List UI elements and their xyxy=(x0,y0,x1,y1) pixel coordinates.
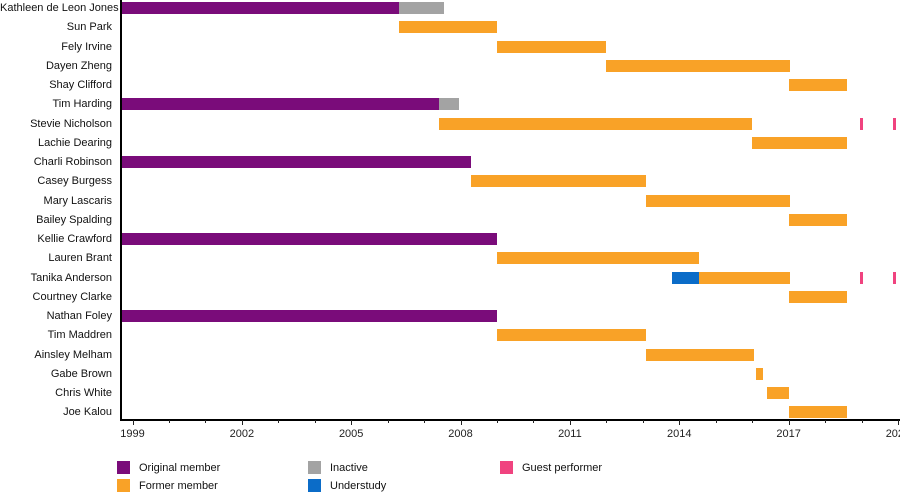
timeline-bar-former xyxy=(788,79,847,92)
x-axis-minor-tick xyxy=(387,420,389,423)
x-axis-major-tick xyxy=(897,420,899,425)
x-axis-year-label: 1999 xyxy=(120,428,145,440)
x-axis-line xyxy=(120,419,900,421)
member-label: Kellie Crawford xyxy=(37,233,112,246)
x-axis-year-label: 2011 xyxy=(558,428,582,440)
member-label: Stevie Nicholson xyxy=(30,117,112,130)
timeline-bar-former xyxy=(398,21,497,34)
member-label: Gabe Brown xyxy=(50,367,112,380)
y-axis-line xyxy=(120,0,122,420)
legend-item-former: Former member xyxy=(117,479,218,492)
member-label: Courtney Clarke xyxy=(32,290,112,303)
legend-item-understudy: Understudy xyxy=(308,479,386,492)
timeline-bar-original xyxy=(121,156,472,169)
member-label: Ainsley Melham xyxy=(34,348,112,361)
member-label: Lachie Dearing xyxy=(38,136,112,149)
timeline-bar-former xyxy=(788,213,847,226)
timeline-bar-former xyxy=(497,40,607,53)
member-label: Casey Burgess xyxy=(37,175,112,188)
member-label: Tim Harding xyxy=(52,98,113,111)
member-label: Shay Clifford xyxy=(49,79,112,92)
member-label: Sun Park xyxy=(66,21,112,34)
x-axis-year-label: 2005 xyxy=(338,428,364,440)
x-axis-major-tick xyxy=(569,420,571,425)
timeline-bar-inactive xyxy=(398,2,445,14)
guest-performance-marker xyxy=(892,117,896,130)
x-axis-major-tick xyxy=(460,420,462,425)
inactive-swatch xyxy=(308,461,321,474)
x-axis-major-tick xyxy=(351,420,353,425)
x-axis-minor-tick xyxy=(424,420,426,423)
guest-performer-swatch xyxy=(500,461,513,474)
legend-item-original: Original member xyxy=(117,461,220,474)
timeline-bar-former xyxy=(497,329,647,342)
timeline-bar-former xyxy=(766,387,789,400)
member-label: Bailey Spalding xyxy=(36,213,112,226)
timeline-bar-former xyxy=(606,59,791,72)
member-label: Chris White xyxy=(55,387,112,400)
x-axis-year-label: 2008 xyxy=(448,428,473,440)
x-axis-minor-tick xyxy=(606,420,608,423)
guest-performance-marker xyxy=(860,271,863,284)
timeline-bar-former xyxy=(788,290,847,303)
original-member-swatch xyxy=(117,461,130,474)
x-axis-minor-tick xyxy=(205,420,207,423)
x-axis-year-label: 2014 xyxy=(667,428,692,440)
x-axis-major-tick xyxy=(788,420,790,425)
x-axis-year-label: 2002 xyxy=(229,428,255,440)
member-label: Nathan Foley xyxy=(46,310,112,323)
timeline-bar-former xyxy=(699,271,791,284)
x-axis-minor-tick xyxy=(168,420,170,423)
guest-performance-marker xyxy=(892,271,896,284)
guest-performance-marker xyxy=(860,117,863,130)
x-axis-year-label: 2020 xyxy=(885,428,900,440)
x-axis-minor-tick xyxy=(752,420,754,423)
x-axis-year-label: 2017 xyxy=(776,428,801,440)
former-member-swatch xyxy=(117,479,130,492)
timeline-bar-former xyxy=(788,406,847,419)
x-axis-major-tick xyxy=(241,420,243,425)
timeline-bar-former xyxy=(755,367,764,380)
timeline-bar-original xyxy=(121,98,439,111)
x-axis-minor-tick xyxy=(825,420,827,423)
timeline-bar-former xyxy=(646,194,791,207)
timeline-bar-understudy xyxy=(671,271,700,284)
timeline-bar-original xyxy=(121,2,399,14)
legend-label: Guest performer xyxy=(522,461,603,474)
x-axis-minor-tick xyxy=(642,420,644,423)
legend-label: Former member xyxy=(139,479,218,492)
timeline-bar-former xyxy=(438,117,753,130)
member-label: Tim Maddren xyxy=(47,329,112,342)
timeline-bar-former xyxy=(646,348,754,361)
member-label: Kathleen de Leon Jones xyxy=(0,2,119,14)
member-label: Dayen Zheng xyxy=(45,59,112,72)
member-label: Charli Robinson xyxy=(33,156,112,169)
timeline-bar-original xyxy=(121,310,497,323)
legend-item-inactive: Inactive xyxy=(308,461,368,474)
timeline-bar-original xyxy=(121,233,497,246)
x-axis-minor-tick xyxy=(278,420,280,423)
x-axis-major-tick xyxy=(679,420,681,425)
member-label: Mary Lascaris xyxy=(43,194,112,207)
x-axis-minor-tick xyxy=(533,420,535,423)
member-label: Joe Kalou xyxy=(63,406,112,419)
timeline-bar-former xyxy=(471,175,647,188)
legend-label: Understudy xyxy=(330,479,387,492)
x-axis-minor-tick xyxy=(497,420,498,423)
x-axis-major-tick xyxy=(132,420,134,425)
x-axis-minor-tick xyxy=(314,420,316,423)
legend-label: Original member xyxy=(139,461,221,474)
x-axis-minor-tick xyxy=(715,420,717,423)
understudy-swatch xyxy=(308,479,321,492)
timeline-bar-former xyxy=(752,136,847,149)
member-label: Lauren Brant xyxy=(48,252,112,265)
x-axis-minor-tick xyxy=(861,420,863,423)
member-label: Fely Irvine xyxy=(61,40,112,53)
legend-label: Inactive xyxy=(330,461,368,474)
member-label: Tanika Anderson xyxy=(30,271,112,284)
legend-item-guest: Guest performer xyxy=(500,461,602,474)
timeline-bar-former xyxy=(497,252,700,265)
timeline-bar-inactive xyxy=(438,98,459,111)
